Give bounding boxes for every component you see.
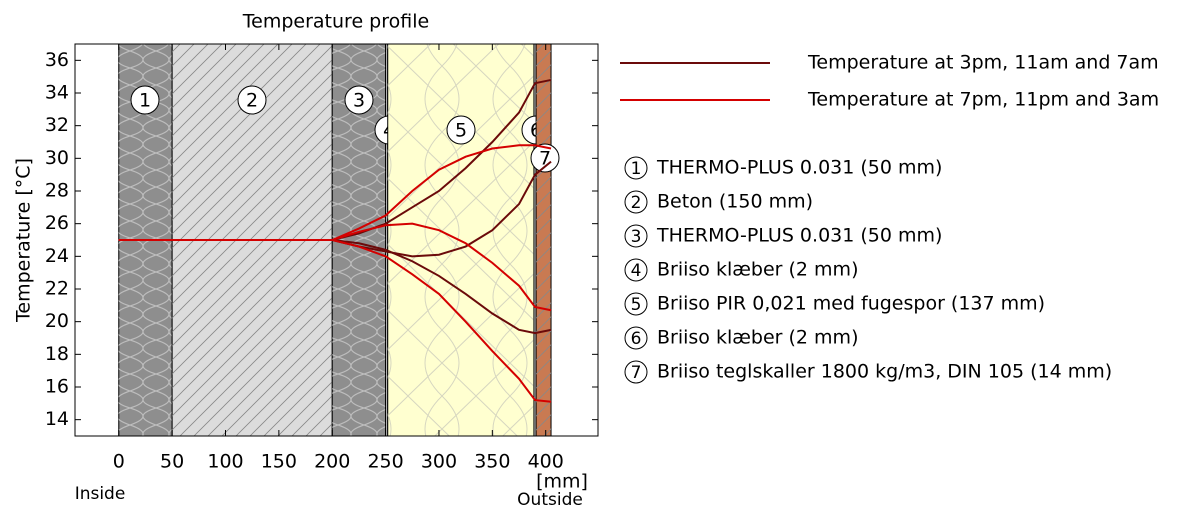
legend-number: 2	[631, 193, 642, 213]
legend-number: 4	[631, 261, 642, 281]
legend-number: 7	[631, 363, 642, 383]
y-tick-label: 14	[45, 408, 69, 430]
x-tick-label: 350	[474, 451, 510, 473]
x-tick-label: 300	[421, 451, 457, 473]
outside-label: Outside	[517, 490, 583, 510]
legend-label: Temperature at 7pm, 11pm and 3am	[807, 89, 1159, 111]
y-tick-label: 30	[45, 147, 69, 169]
x-tick-label: 50	[160, 451, 184, 473]
layer-number: 5	[455, 120, 467, 142]
chart: Temperature profile Temperature [°C] [mm…	[0, 0, 1200, 511]
legend-layer-name: Briiso PIR 0,021 med fugespor (137 mm)	[657, 293, 1045, 315]
y-tick-label: 32	[45, 114, 69, 136]
layer-number: 1	[139, 90, 151, 112]
legend-layer-name: Briiso klæber (2 mm)	[657, 327, 858, 349]
y-tick-label: 34	[45, 82, 69, 104]
layer-pattern	[536, 44, 551, 436]
x-tick-label: 150	[261, 451, 297, 473]
x-tick-label: 0	[113, 451, 125, 473]
x-tick-label: 200	[314, 451, 350, 473]
y-tick-label: 26	[45, 212, 69, 234]
y-tick-label: 18	[45, 343, 69, 365]
legend-number: 5	[631, 295, 642, 315]
layer-number: 2	[246, 90, 258, 112]
legend-layer-name: Briiso klæber (2 mm)	[657, 259, 858, 281]
y-axis-label: Temperature [°C]	[13, 158, 35, 323]
y-tick-label: 16	[45, 376, 69, 398]
y-tick-label: 28	[45, 180, 69, 202]
y-tick-label: 22	[45, 278, 69, 300]
legend-layer-name: Beton (150 mm)	[657, 191, 813, 213]
y-tick-label: 24	[45, 245, 69, 267]
layer-number: 3	[353, 90, 365, 112]
y-tick-label: 20	[45, 310, 69, 332]
x-tick-label: 400	[528, 451, 564, 473]
x-tick-label: 100	[207, 451, 243, 473]
legend-number: 1	[631, 159, 642, 179]
y-tick-label: 36	[45, 49, 69, 71]
legend-number: 6	[631, 329, 642, 349]
legend-label: Temperature at 3pm, 11am and 7am	[807, 52, 1159, 74]
inside-label: Inside	[75, 484, 126, 504]
x-tick-label: 250	[367, 451, 403, 473]
legend-number: 3	[631, 227, 642, 247]
legend-layer-name: Briiso teglskaller 1800 kg/m3, DIN 105 (…	[657, 361, 1112, 383]
chart-title: Temperature profile	[242, 11, 429, 33]
legend-layer-name: THERMO-PLUS 0.031 (50 mm)	[656, 157, 942, 179]
legend-layer-name: THERMO-PLUS 0.031 (50 mm)	[656, 225, 942, 247]
